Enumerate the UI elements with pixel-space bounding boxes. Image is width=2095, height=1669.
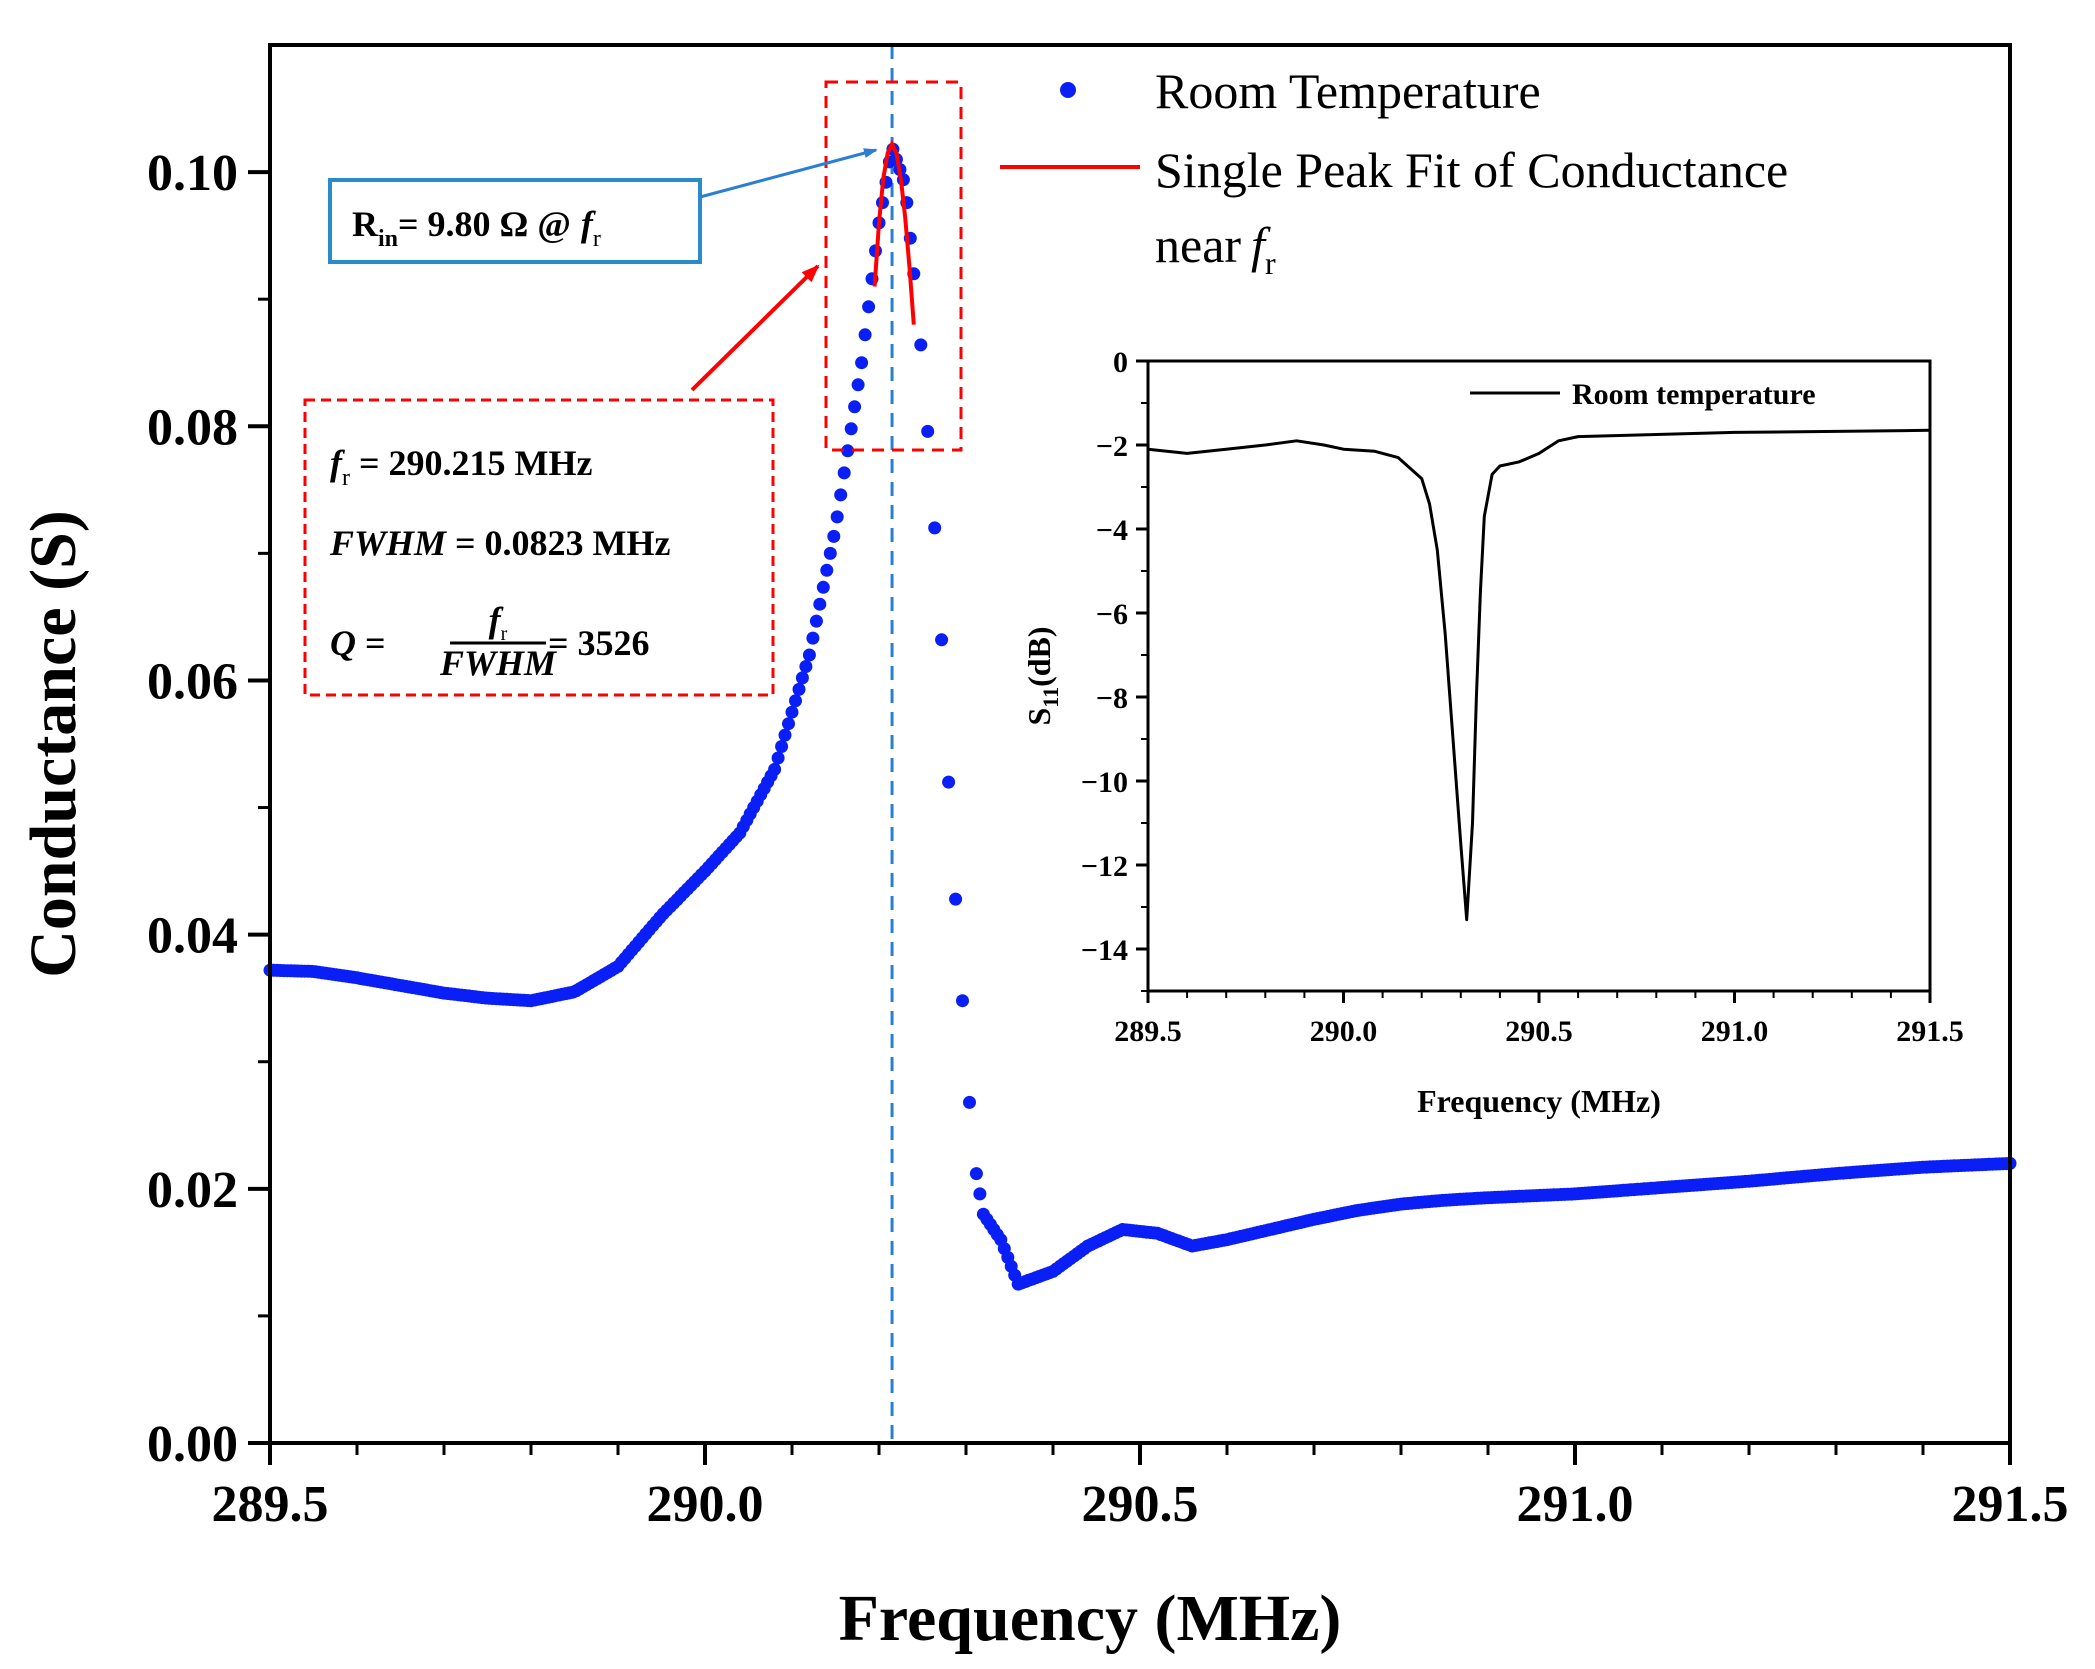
conductance-point [802, 648, 816, 662]
inset-x-axis-label: Frequency (MHz) [1417, 1083, 1661, 1119]
s11-line [1147, 428, 1931, 922]
conductance-point [823, 546, 837, 560]
inset-x-tick-label: 289.5 [1114, 1015, 1182, 1048]
rin-annotation: Rin= 9.80 Ω @ fr [328, 178, 702, 264]
conductance-point [816, 580, 830, 594]
main-y-tick-label: 0.08 [147, 399, 238, 456]
inset-chart: 289.5 290.0 290.5 291.0 291.5 0 −2 −4 −6 −8 −10 −1… [1021, 346, 1964, 1119]
conductance-point [956, 994, 969, 1008]
conductance-point [928, 521, 942, 535]
inset-y-tick-label: −8 [1096, 682, 1128, 715]
legend-label-room-temperature: Room Temperature [1155, 63, 1541, 119]
conductance-point [775, 740, 789, 753]
main-x-tick-label: 291.5 [1952, 1476, 2069, 1533]
conductance-point [935, 633, 949, 647]
params-arrow [690, 264, 820, 392]
fwhm-value-text: FWHM = 0.0823 MHz [329, 523, 671, 563]
legend-label-fit-line2: near fr [1155, 217, 1276, 281]
conductance-point [914, 338, 928, 352]
rin-annotation-text: Rin= 9.80 Ω @ fr [352, 204, 601, 252]
main-x-tick-label: 291.0 [1517, 1476, 1634, 1533]
main-y-axis-label: Conductance (S) [17, 510, 90, 978]
inset-x-tick-label: 290.0 [1310, 1015, 1378, 1048]
inset-y-tick-label: −10 [1081, 766, 1128, 799]
params-annotation: fr = 290.215 MHz FWHM = 0.0823 MHz Q = f… [303, 398, 775, 697]
conductance-point [855, 356, 869, 370]
legend-label-fit: Single Peak Fit of Conductance [1155, 142, 1788, 198]
inset-y-tick-label: −2 [1096, 430, 1128, 463]
params-annotation-box [303, 398, 775, 697]
conductance-point [789, 694, 802, 708]
rin-annotation-box [328, 178, 702, 264]
conductance-point [858, 328, 872, 342]
inset-y-axis-label: S11(dB) [1021, 626, 1063, 725]
inset-y-tick-label: −12 [1081, 850, 1128, 883]
conductance-point [851, 378, 865, 392]
q-label-text: Q = [330, 623, 386, 663]
inset-y-ticks: 0 −2 −4 −6 −8 −10 −12 −14 [1081, 346, 1148, 992]
main-y-tick-label: 0.02 [147, 1162, 238, 1219]
inset-x-ticks: 289.5 290.0 290.5 291.0 291.5 [1114, 991, 1964, 1048]
main-y-tick-label: 0.10 [147, 145, 238, 202]
inset-legend-label: Room temperature [1572, 378, 1816, 411]
inset-x-tick-label: 291.5 [1896, 1015, 1964, 1048]
fr-value-text: fr = 290.215 MHz [330, 443, 592, 491]
inset-y-tick-label: −6 [1096, 598, 1128, 631]
main-x-ticks: 289.5 290.0 290.5 291.0 291.5 [212, 1443, 2069, 1533]
conductance-point [862, 300, 876, 314]
conductance-point [830, 510, 844, 524]
conductance-point [942, 775, 956, 789]
inset-y-tick-label: −14 [1081, 934, 1128, 967]
conductance-series [263, 142, 2017, 1291]
inset-y-tick-label: 0 [1113, 346, 1128, 379]
conductance-point [969, 1167, 983, 1181]
main-x-tick-label: 290.5 [1082, 1476, 1199, 1533]
conductance-point [795, 671, 809, 685]
conductance-point [841, 444, 855, 458]
s11-series [1147, 428, 1931, 922]
conductance-point [834, 488, 848, 502]
inset-plot-frame [1146, 359, 1932, 993]
conductance-point [813, 597, 827, 611]
conductance-point [963, 1095, 976, 1109]
main-x-tick-label: 290.0 [647, 1476, 764, 1533]
main-x-tick-label: 289.5 [212, 1476, 329, 1533]
conductance-point [771, 751, 785, 765]
q-denominator-text: FWHM [439, 643, 558, 683]
main-legend: Room Temperature Single Peak Fit of Cond… [1000, 63, 1788, 281]
conductance-point [837, 466, 851, 480]
conductance-point [782, 717, 795, 731]
conductance-point [921, 424, 935, 438]
conductance-point [799, 660, 813, 673]
conductance-point [949, 892, 963, 906]
conductance-point [809, 614, 823, 628]
conductance-point [806, 631, 820, 645]
main-y-ticks: 0.00 0.02 0.04 0.06 0.08 0.10 [147, 145, 270, 1473]
main-x-axis-label: Frequency (MHz) [839, 1582, 1342, 1655]
peak-zoom-box [824, 80, 963, 452]
fit-series [872, 139, 916, 325]
conductance-point [792, 682, 806, 696]
main-y-tick-label: 0.00 [147, 1416, 238, 1473]
q-numerator-text: fr [489, 600, 508, 645]
main-y-tick-label: 0.06 [147, 653, 238, 710]
inset-x-tick-label: 290.5 [1505, 1015, 1573, 1048]
inset-x-tick-label: 291.0 [1701, 1015, 1769, 1048]
conductance-point [844, 422, 858, 436]
fit-line [872, 139, 916, 325]
inset-legend: Room temperature [1470, 378, 1816, 411]
conductance-point [973, 1187, 987, 1201]
inset-y-tick-label: −4 [1096, 514, 1128, 547]
main-y-tick-label: 0.04 [147, 908, 238, 965]
conductance-point [827, 529, 841, 543]
conductance-point [785, 705, 799, 719]
rin-arrow [699, 148, 878, 199]
conductance-point [778, 728, 792, 742]
legend-marker-room-temperature [1060, 82, 1076, 98]
conductance-point [768, 762, 782, 776]
conductance-point [848, 400, 862, 414]
conductance-point [820, 563, 834, 577]
q-result-text: = 3526 [548, 623, 650, 663]
